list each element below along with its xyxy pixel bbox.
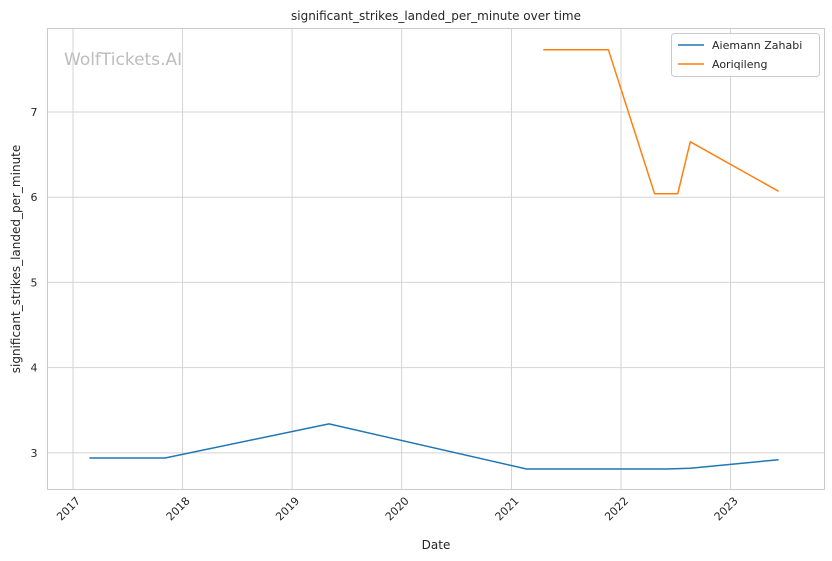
y-tick-labels: 3 4 5 6 7 bbox=[31, 106, 38, 460]
x-axis-title: Date bbox=[422, 538, 451, 552]
x-tick-label: 2018 bbox=[164, 494, 193, 523]
x-tick-label: 2023 bbox=[712, 494, 741, 523]
x-tick-label: 2019 bbox=[273, 494, 302, 523]
x-tick-label: 2017 bbox=[54, 494, 83, 523]
y-tick-label: 5 bbox=[31, 276, 38, 289]
y-axis-title: significant_strikes_landed_per_minute bbox=[9, 145, 23, 374]
x-tick-label: 2020 bbox=[383, 494, 412, 523]
legend-label-0: Aiemann Zahabi bbox=[712, 39, 802, 52]
y-tick-label: 7 bbox=[31, 106, 38, 119]
series-line-0 bbox=[89, 423, 779, 470]
y-tick-label: 6 bbox=[31, 191, 38, 204]
watermark: WolfTickets.AI bbox=[64, 50, 182, 70]
legend: Aiemann Zahabi Aoriqileng bbox=[671, 33, 820, 77]
plot-area-frame bbox=[47, 28, 825, 490]
legend-label-1: Aoriqileng bbox=[712, 58, 767, 71]
y-tick-label: 4 bbox=[31, 362, 38, 375]
x-tick-label: 2021 bbox=[493, 494, 522, 523]
x-tick-labels: 2017 2018 2019 2020 2021 2022 2023 bbox=[54, 494, 741, 523]
y-tick-label: 3 bbox=[31, 447, 38, 460]
grid-lines bbox=[47, 28, 825, 490]
chart-title: significant_strikes_landed_per_minute ov… bbox=[291, 9, 581, 23]
x-tick-label: 2022 bbox=[602, 494, 631, 523]
series-line-1 bbox=[543, 49, 779, 195]
series-lines bbox=[89, 49, 779, 470]
legend-frame bbox=[671, 33, 820, 77]
